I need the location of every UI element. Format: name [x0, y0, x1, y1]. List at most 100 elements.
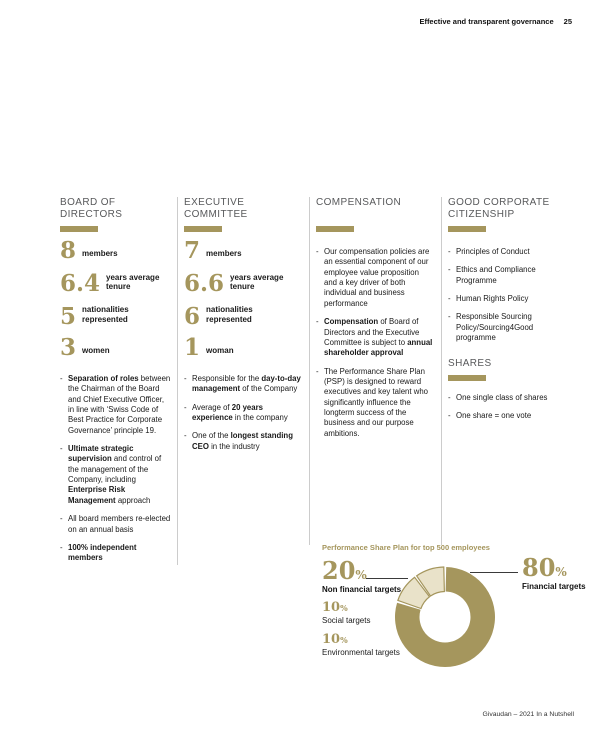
bullet-text: Human Rights Policy — [456, 294, 529, 304]
stat-row: 6.4 years average tenure — [60, 272, 172, 294]
nonfinancial-percent: 20% — [322, 556, 367, 585]
bullet-text: Separation of roles between the Chairman… — [68, 373, 171, 435]
bullet-marker: - — [184, 402, 187, 412]
page-footer: Givaudan – 2021 In a Nutshell — [482, 711, 574, 718]
stat-value: 8 — [60, 237, 77, 264]
stat-row: 5 nationalities represented — [60, 302, 172, 330]
bullet-text: One single class of shares — [456, 392, 548, 402]
bullet-marker: - — [448, 294, 451, 304]
column-heading: GOOD CORPORATE CITIZENSHIP — [448, 197, 550, 220]
column-divider — [441, 197, 442, 545]
bullet-item: - Compensation of Board of Directors and … — [316, 317, 433, 358]
column-compensation: COMPENSATION - Our compensation policies … — [316, 197, 433, 447]
stat-label: woman — [206, 346, 234, 356]
bullet-marker: - — [448, 265, 451, 275]
bullet-text: Ethics and Compliance Programme — [456, 265, 536, 285]
shares-section: SHARES - One single class of shares - One s… — [448, 358, 572, 422]
stat-value: 1 — [184, 334, 201, 362]
bullet-text: Compensation of Board of Directors and t… — [324, 317, 433, 358]
column-board-of-directors: BOARD OF DIRECTORS 8 members 6.4 years aver… — [60, 197, 172, 572]
social-label: Social targets — [322, 616, 371, 626]
stat-value: 3 — [60, 334, 77, 362]
stat-row: 7 members — [184, 239, 302, 261]
bullet-text: One of the longest standing CEO in the i… — [192, 431, 293, 451]
bullet-text: One share = one vote — [456, 410, 532, 420]
bullet-text: All board members re-elected on an annua… — [68, 514, 171, 534]
bullet-marker: - — [448, 247, 451, 256]
bullet-item: - Average of 20 years experience in the c… — [184, 403, 302, 424]
environmental-label: Environmental targets — [322, 648, 400, 658]
bullet-item: - One share = one vote — [448, 411, 572, 421]
chart-title: Performance Share Plan for top 500 emplo… — [322, 543, 490, 552]
bullet-list: - Our compensation policies are an essent… — [316, 247, 433, 439]
bullet-item: - The Performance Share Plan (PSP) is des… — [316, 367, 433, 440]
stat-label: years average tenure — [230, 272, 284, 291]
gold-accent-bar — [184, 226, 222, 232]
stats-list: 7 members 6.6 years average tenure 6 national… — [184, 239, 302, 362]
callout-line-right — [470, 572, 518, 573]
donut-chart — [394, 566, 495, 667]
callout-line-left — [366, 578, 408, 579]
bullet-item: - One of the longest standing CEO in the … — [184, 431, 302, 452]
column-heading: EXECUTIVE COMMITTEE — [184, 197, 248, 220]
bullet-list: - Responsible for the day-to-day manageme… — [184, 374, 302, 452]
percent-sign: % — [555, 565, 567, 579]
bullet-text: Responsible for the day-to-day managemen… — [192, 373, 301, 394]
percent-sign: % — [340, 635, 348, 646]
environmental-percent: 10% — [322, 632, 348, 648]
bullet-item: - Ethics and Compliance Programme — [448, 265, 572, 286]
stat-label: women — [82, 346, 110, 356]
column-heading: COMPENSATION — [316, 197, 402, 208]
bullet-marker: - — [184, 431, 187, 441]
gold-accent-bar — [316, 226, 354, 232]
bullet-item: - Responsible for the day-to-day manageme… — [184, 374, 302, 395]
stat-row: 6.6 years average tenure — [184, 272, 302, 294]
bullet-item: - Responsible Sourcing Policy/Sourcing4Go… — [448, 312, 572, 343]
bullet-item: -100% independent members — [60, 543, 172, 564]
column-divider — [177, 197, 178, 565]
stat-label: nationalities represented — [82, 305, 129, 324]
stat-row: 8 members — [60, 237, 172, 264]
percent-sign: % — [340, 603, 348, 614]
donut-segment-financial-targets — [394, 567, 495, 667]
bullet-marker: - — [60, 542, 63, 552]
stats-list: 8 members 6.4 years average tenure 5 national… — [60, 237, 172, 362]
bullet-item: - Our compensation policies are an essent… — [316, 247, 433, 309]
column-executive-committee: EXECUTIVE COMMITTEE 7 members 6.6 years ave… — [184, 197, 302, 460]
bullet-item: - Human Rights Policy — [448, 294, 572, 304]
shares-heading: SHARES — [448, 357, 492, 369]
bullet-list: - One single class of shares - One share = … — [448, 393, 572, 422]
bullet-marker: - — [448, 392, 451, 402]
bullet-text: Responsible Sourcing Policy/Sourcing4Goo… — [456, 312, 534, 343]
stat-row: 3 women — [60, 334, 172, 362]
stat-label: members — [206, 249, 242, 259]
chart-right-callout: 80% Financial targets — [522, 553, 586, 591]
page-number: 25 — [563, 17, 572, 26]
bullet-text: Our compensation policies are an essenti… — [324, 247, 430, 308]
bullet-marker: - — [60, 444, 63, 453]
bullet-text: Principles of Conduct — [456, 247, 530, 256]
bullet-list: - Principles of Conduct - Ethics and Compli… — [448, 247, 572, 344]
stat-row: 1 woman — [184, 334, 302, 362]
bullet-marker: - — [316, 366, 319, 376]
column-good-corporate-citizenship: GOOD CORPORATE CITIZENSHIP - Principles o… — [448, 197, 572, 429]
bullet-marker: - — [60, 373, 63, 383]
column-heading: BOARD OF DIRECTORS — [60, 197, 123, 220]
financial-percent: 80% — [522, 553, 567, 582]
bullet-list: - Separation of roles between the Chairma… — [60, 374, 172, 564]
bullet-text: The Performance Share Plan (PSP) is desi… — [324, 366, 429, 438]
bullet-item: - Principles of Conduct — [448, 247, 572, 257]
financial-label: Financial targets — [522, 581, 586, 591]
bullet-marker: - — [316, 247, 319, 256]
social-percent: 10% — [322, 600, 348, 616]
gold-accent-bar — [448, 226, 486, 232]
bullet-marker: - — [184, 373, 187, 383]
stat-label: members — [82, 249, 118, 259]
page-header: Effective and transparent governance 25 — [419, 17, 572, 26]
gold-accent-bar — [448, 374, 486, 381]
stat-value: 5 — [60, 302, 77, 330]
donut-segment-environmental-targets — [397, 576, 431, 610]
bullet-marker: - — [316, 317, 319, 327]
stat-row: 6 nationalities represented — [184, 305, 302, 327]
